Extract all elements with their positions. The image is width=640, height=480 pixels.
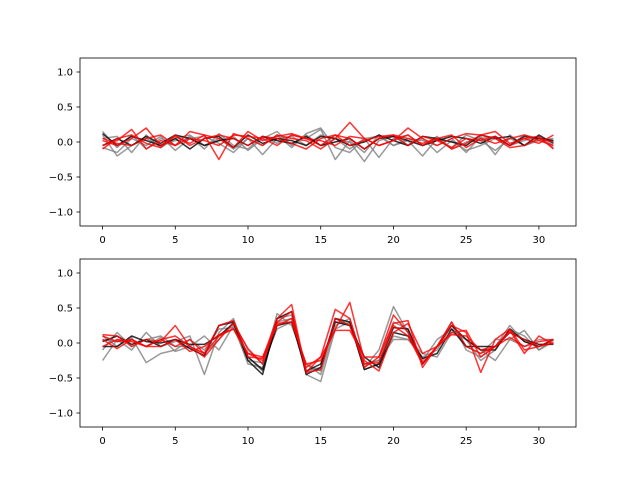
y-tick-label: −0.5 bbox=[49, 374, 73, 385]
x-tick-label: 15 bbox=[314, 436, 327, 447]
series-line-9 bbox=[102, 314, 554, 369]
x-tick-label: 20 bbox=[387, 235, 400, 246]
y-tick-label: 1.0 bbox=[57, 269, 73, 280]
x-tick-label: 5 bbox=[172, 235, 178, 246]
x-tick-label: 0 bbox=[99, 235, 105, 246]
series-line-6 bbox=[102, 303, 554, 374]
y-tick-label: 0.5 bbox=[57, 103, 73, 114]
y-tick-label: −1.0 bbox=[49, 208, 73, 219]
series-group bbox=[101, 301, 554, 383]
x-tick-label: 10 bbox=[242, 436, 255, 447]
y-tick-label: 0.0 bbox=[57, 339, 73, 350]
y-tick-label: 1.0 bbox=[57, 68, 73, 79]
x-tick-label: 25 bbox=[460, 235, 473, 246]
y-tick-label: 0.5 bbox=[57, 304, 73, 315]
x-tick-label: 0 bbox=[99, 436, 105, 447]
series-line-9 bbox=[102, 134, 554, 150]
x-tick-label: 15 bbox=[314, 235, 327, 246]
x-tick-label: 30 bbox=[533, 235, 546, 246]
bottom-subplot: 0 5 10 15 20 25 30 −1.0 −0.5 0.0 0.5 1.0 bbox=[49, 258, 577, 447]
y-tick-label: −1.0 bbox=[49, 409, 73, 420]
y-tick-label: 0.0 bbox=[57, 138, 73, 149]
x-tick-label: 25 bbox=[460, 436, 473, 447]
series-line-8 bbox=[102, 134, 554, 150]
x-tick-label: 10 bbox=[242, 235, 255, 246]
x-tick-label: 5 bbox=[172, 436, 178, 447]
top-subplot: 0 5 10 15 20 25 30 −1.0 −0.5 0.0 0.5 1.0 bbox=[49, 57, 577, 246]
y-tick-label: −0.5 bbox=[49, 173, 73, 184]
series-group bbox=[101, 121, 554, 163]
x-tick-label: 20 bbox=[387, 436, 400, 447]
x-tick-label: 30 bbox=[533, 436, 546, 447]
